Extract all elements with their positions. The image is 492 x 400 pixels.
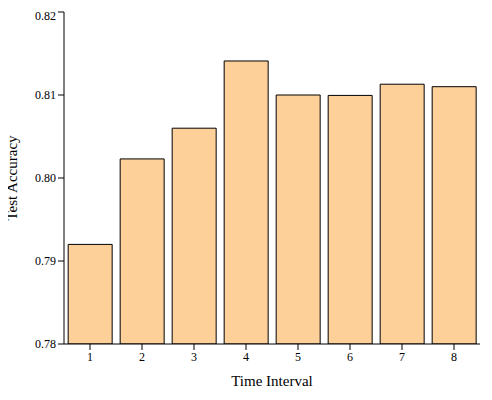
svg-text:0.82: 0.82 xyxy=(35,9,56,23)
svg-text:Test Accuracy: Test Accuracy xyxy=(8,135,20,221)
svg-text:4: 4 xyxy=(243,350,249,364)
svg-text:3: 3 xyxy=(191,350,197,364)
svg-text:2: 2 xyxy=(139,350,145,364)
svg-text:7: 7 xyxy=(399,350,405,364)
svg-text:0.80: 0.80 xyxy=(35,171,56,185)
svg-text:1: 1 xyxy=(87,350,93,364)
svg-text:6: 6 xyxy=(347,350,353,364)
svg-text:0.81: 0.81 xyxy=(35,88,56,102)
svg-text:0.78: 0.78 xyxy=(35,337,56,351)
svg-text:Time Interval: Time Interval xyxy=(231,373,313,389)
svg-text:0.79: 0.79 xyxy=(35,254,56,268)
svg-text:8: 8 xyxy=(451,350,457,364)
svg-text:5: 5 xyxy=(295,350,301,364)
